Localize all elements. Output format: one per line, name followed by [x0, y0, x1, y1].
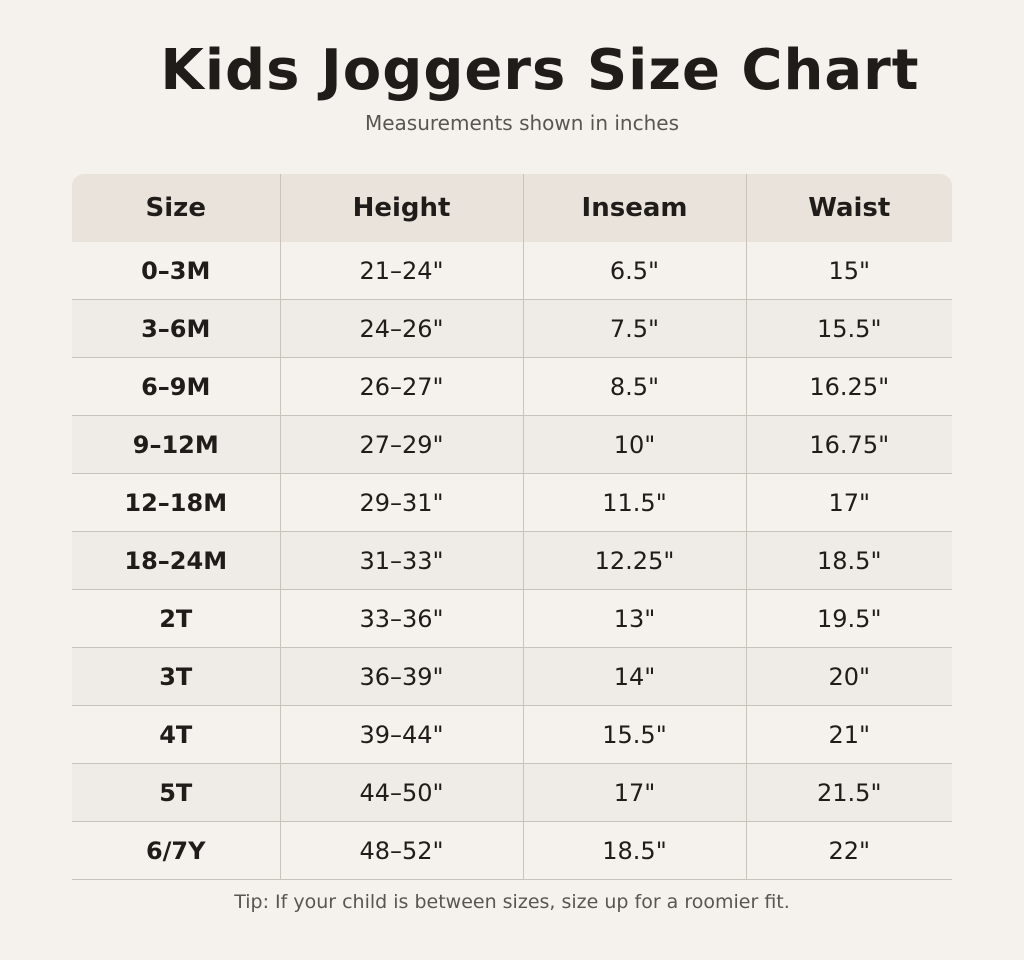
title: Kids Joggers Size Chart [160, 38, 920, 103]
measurement-cell: 20" [745, 647, 952, 706]
measurement-cell: 15" [745, 242, 952, 300]
measurement-cell: 21.5" [745, 763, 952, 822]
size-cell: 0–3M [72, 242, 280, 300]
table-row: 3–6M 24–26" 7.5" 15.5" [72, 299, 952, 358]
table-row: 3T 36–39" 14" 20" [72, 647, 952, 706]
measurement-cell: 27–29" [279, 415, 523, 474]
measurement-cell: 13" [522, 589, 746, 648]
measurement-cell: 39–44" [279, 705, 523, 764]
measurement-cell: 19.5" [745, 589, 952, 648]
measurement-cell: 17" [522, 763, 746, 822]
size-cell: 12–18M [72, 473, 280, 532]
table-row: 18–24M 31–33" 12.25" 18.5" [72, 531, 952, 590]
size-cell: 9–12M [72, 415, 280, 474]
size-table: Size Height Inseam Waist 0–3M 21–24" 6.5" 15" 3… [72, 174, 952, 880]
measurement-cell: 21–24" [279, 242, 523, 300]
measurement-cell: 10" [522, 415, 746, 474]
measurement-cell: 26–27" [279, 357, 523, 416]
measurement-cell: 21" [745, 705, 952, 764]
subtitle: Measurements shown in inches [364, 111, 680, 135]
measurement-cell: 16.25" [745, 357, 952, 416]
size-cell: 6–9M [72, 357, 280, 416]
measurement-cell: 29–31" [279, 473, 523, 532]
size-cell: 18–24M [72, 531, 280, 590]
measurement-cell: 8.5" [522, 357, 746, 416]
measurement-cell: 16.75" [745, 415, 952, 474]
size-cell: 3–6M [72, 299, 280, 358]
table-row: 6–9M 26–27" 8.5" 16.25" [72, 357, 952, 416]
measurement-cell: 18.5" [745, 531, 952, 590]
measurement-cell: 31–33" [279, 531, 523, 590]
measurement-cell: 18.5" [522, 821, 746, 880]
measurement-cell: 36–39" [279, 647, 523, 706]
column-header: Inseam [522, 174, 746, 242]
column-header: Waist [745, 174, 952, 242]
size-cell: 5T [72, 763, 280, 822]
measurement-cell: 15.5" [745, 299, 952, 358]
measurement-cell: 11.5" [522, 473, 746, 532]
column-header: Size [72, 174, 280, 242]
measurement-cell: 22" [745, 821, 952, 880]
measurement-cell: 6.5" [522, 242, 746, 300]
size-cell: 3T [72, 647, 280, 706]
measurement-cell: 15.5" [522, 705, 746, 764]
table-body: 0–3M 21–24" 6.5" 15" 3–6M 24–26" 7.5" 15.5" 6–9M… [72, 242, 952, 880]
table-row: 5T 44–50" 17" 21.5" [72, 763, 952, 822]
header-row: Size Height Inseam Waist [72, 174, 952, 242]
table-row: 2T 33–36" 13" 19.5" [72, 589, 952, 648]
tip: Tip: If your child is between sizes, siz… [234, 891, 790, 913]
column-header: Height [279, 174, 523, 242]
measurement-cell: 14" [522, 647, 746, 706]
size-cell: 6/7Y [72, 821, 280, 880]
measurement-cell: 12.25" [522, 531, 746, 590]
measurement-cell: 24–26" [279, 299, 523, 358]
measurement-cell: 33–36" [279, 589, 523, 648]
measurement-cell: 48–52" [279, 821, 523, 880]
table-row: 4T 39–44" 15.5" 21" [72, 705, 952, 764]
table-row: 0–3M 21–24" 6.5" 15" [72, 242, 952, 300]
size-cell: 4T [72, 705, 280, 764]
measurement-cell: 17" [745, 473, 952, 532]
table-row: 9–12M 27–29" 10" 16.75" [72, 415, 952, 474]
measurement-cell: 7.5" [522, 299, 746, 358]
measurement-cell: 44–50" [279, 763, 523, 822]
table-row: 6/7Y 48–52" 18.5" 22" [72, 821, 952, 880]
size-cell: 2T [72, 589, 280, 648]
table-row: 12–18M 29–31" 11.5" 17" [72, 473, 952, 532]
